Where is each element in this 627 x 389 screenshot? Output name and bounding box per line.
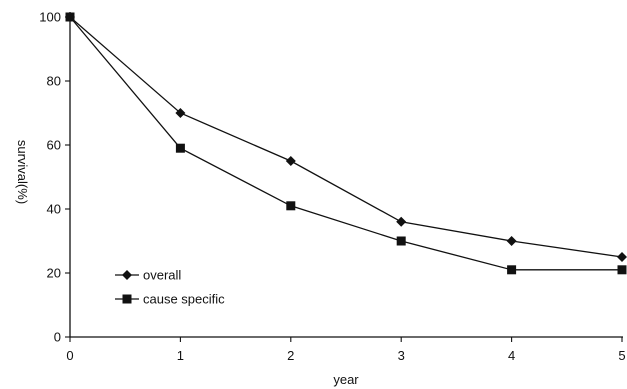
legend-item: cause specific <box>115 292 225 307</box>
axes <box>69 12 623 338</box>
legend-marker <box>122 294 132 304</box>
y-axis-title: survival(%) <box>15 140 30 204</box>
data-point <box>506 236 517 246</box>
x-axis-title: year <box>333 372 359 387</box>
x-tick-label: 2 <box>287 348 294 363</box>
series-1 <box>65 12 627 275</box>
y-tick-label: 20 <box>47 266 61 281</box>
series-line <box>69 16 623 258</box>
y-tick-label: 80 <box>47 74 61 89</box>
data-point <box>507 265 517 275</box>
y-ticks: 0 20 40 60 80 100 <box>39 10 70 345</box>
data-point <box>617 265 627 275</box>
legend-item: overall <box>115 268 181 283</box>
x-ticks: 0 1 2 3 4 5 <box>66 337 626 363</box>
x-tick-label: 4 <box>508 348 515 363</box>
legend-label: overall <box>143 268 181 283</box>
legend-marker <box>122 270 132 280</box>
data-point <box>396 236 406 246</box>
legend-label: cause specific <box>143 292 225 307</box>
series-0 <box>65 12 627 262</box>
x-tick-label: 3 <box>398 348 405 363</box>
data-point <box>65 12 75 22</box>
y-tick-label: 60 <box>47 138 61 153</box>
y-tick-label: 40 <box>47 202 61 217</box>
x-tick-label: 5 <box>618 348 625 363</box>
data-point <box>175 143 185 153</box>
x-tick-label: 1 <box>177 348 184 363</box>
data-point <box>285 156 296 166</box>
series-group <box>65 12 627 275</box>
y-tick-label: 0 <box>54 330 61 345</box>
data-point <box>396 216 407 227</box>
data-point <box>175 108 186 118</box>
y-tick-label: 100 <box>39 10 61 25</box>
data-point <box>286 201 296 211</box>
series-line <box>69 16 622 271</box>
legend: overall cause specific <box>115 268 225 307</box>
data-point <box>617 252 627 262</box>
x-tick-label: 0 <box>66 348 73 363</box>
